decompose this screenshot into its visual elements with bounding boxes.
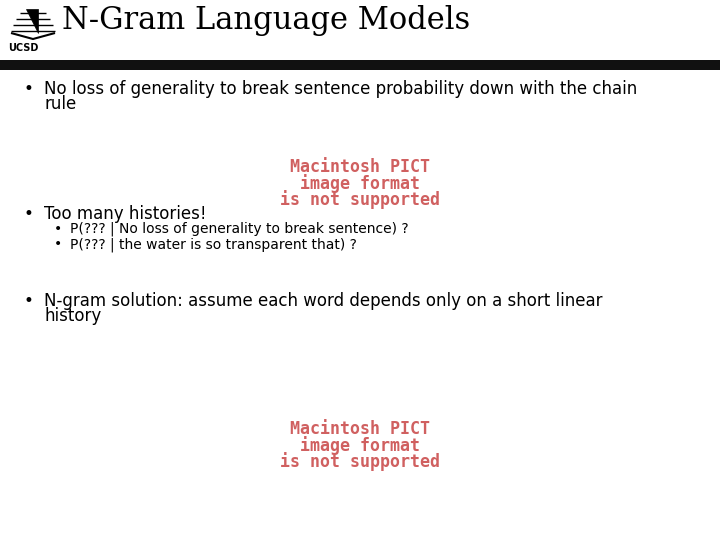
Text: rule: rule [44,95,76,113]
Bar [0,60,720,70]
Text: •: • [54,222,62,236]
Text: Too many histories!: Too many histories! [44,205,207,223]
Text: P(??? | No loss of generality to break sentence) ?: P(??? | No loss of generality to break s… [70,222,409,237]
Text: •: • [54,237,62,251]
Text: •: • [23,80,33,98]
Text: N-Gram Language Models: N-Gram Language Models [62,5,470,36]
Text: •: • [23,292,33,310]
Text: image format: image format [300,174,420,193]
Text: image format: image format [300,436,420,455]
Text: N-gram solution: assume each word depends only on a short linear: N-gram solution: assume each word depend… [44,292,603,310]
Text: P(??? | the water is so transparent that) ?: P(??? | the water is so transparent that… [70,237,357,252]
Text: is not supported: is not supported [280,452,440,471]
Text: •: • [23,205,33,223]
Text: history: history [44,307,102,325]
Text: UCSD: UCSD [8,43,38,53]
Text: is not supported: is not supported [280,190,440,209]
Text: Macintosh PICT: Macintosh PICT [290,158,430,176]
Text: No loss of generality to break sentence probability down with the chain: No loss of generality to break sentence … [44,80,637,98]
Polygon shape [26,9,38,33]
Text: Macintosh PICT: Macintosh PICT [290,420,430,438]
